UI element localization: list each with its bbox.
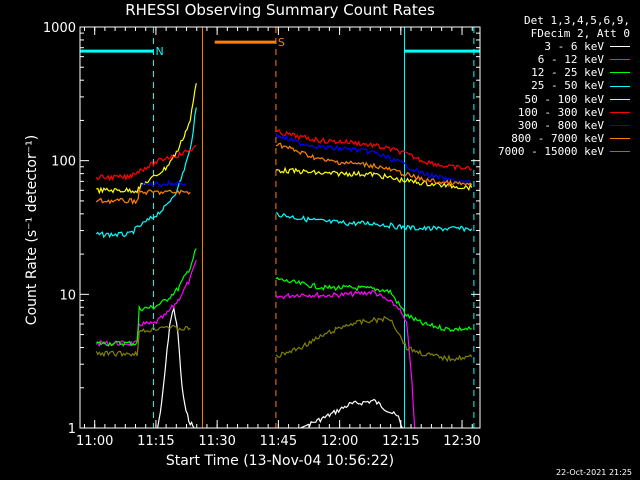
y-axis-label: Count Rate (s⁻¹ detector⁻¹) bbox=[24, 134, 40, 326]
x-tick-label-0: 11:00 bbox=[76, 434, 113, 449]
x-tick-label-2: 11:30 bbox=[198, 434, 235, 449]
y-tick-label-1: 10 bbox=[59, 288, 76, 303]
legend-swatch bbox=[610, 72, 630, 74]
legend-swatch bbox=[610, 137, 630, 139]
legend-entry-label: 100 - 300 keV bbox=[517, 105, 604, 119]
plot-frame bbox=[79, 26, 481, 429]
series-line-3-seg-0 bbox=[95, 107, 197, 239]
y-tick-label-0: 1 bbox=[68, 422, 76, 437]
series-line-5-seg-1 bbox=[275, 128, 473, 172]
chart-title: RHESSI Observing Summary Count Rates bbox=[125, 1, 435, 19]
legend-entry-0: 3 - 6 keV bbox=[482, 40, 638, 53]
legend-header-line-2: FDecim 2, Att 0 bbox=[530, 27, 630, 41]
legend-entry-label: 12 - 25 keV bbox=[531, 66, 604, 80]
legend-entry-label: 25 - 50 keV bbox=[531, 79, 604, 93]
series-line-8-seg-1 bbox=[275, 315, 473, 363]
span-label-0: N bbox=[155, 45, 163, 58]
series-line-7-seg-1 bbox=[275, 142, 473, 188]
series-line-4-seg-1 bbox=[275, 166, 473, 192]
legend-entry-4: 50 - 100 keV bbox=[482, 93, 638, 106]
legend-entry-6: 300 - 800 keV bbox=[482, 119, 638, 132]
legend-entry-label: 6 - 12 keV bbox=[537, 53, 604, 67]
legend-entry-7: 800 - 7000 keV bbox=[482, 132, 638, 145]
series-line-4-seg-0 bbox=[96, 83, 197, 195]
series-line-5-seg-0 bbox=[95, 144, 197, 182]
legend-entry-label: 50 - 100 keV bbox=[524, 92, 604, 106]
legend-swatch bbox=[610, 150, 630, 152]
legend-entries: 3 - 6 keV 6 - 12 keV 12 - 25 keV 25 - 50 ke… bbox=[482, 40, 638, 158]
legend-entry-5: 100 - 300 keV bbox=[482, 106, 638, 119]
series-line-2-seg-0 bbox=[96, 248, 197, 347]
legend-entry-2: 12 - 25 keV bbox=[482, 66, 638, 79]
series-line-2-seg-1 bbox=[275, 276, 472, 332]
x-tick-label-3: 11:45 bbox=[260, 434, 297, 449]
series-group bbox=[95, 83, 473, 428]
x-tick-label-4: 12:00 bbox=[321, 434, 358, 449]
legend: Det 1,3,4,5,6,9, FDecim 2, Att 0 3 - 6 k… bbox=[482, 14, 638, 158]
legend-swatch bbox=[610, 46, 630, 48]
legend-swatch bbox=[610, 124, 630, 126]
series-line-1-seg-0 bbox=[95, 259, 197, 348]
span-label-1: S bbox=[278, 36, 285, 49]
series-line-8-seg-0 bbox=[95, 324, 191, 358]
y-tick-label-3: 1000 bbox=[43, 21, 76, 36]
x-tick-label-5: 12:15 bbox=[382, 434, 419, 449]
legend-entry-8: 7000 - 15000 keV bbox=[482, 145, 638, 158]
x-axis-label: Start Time (13-Nov-04 10:56:22) bbox=[165, 453, 395, 469]
legend-swatch bbox=[610, 59, 630, 61]
legend-swatch bbox=[610, 98, 630, 100]
legend-header-line-1: Det 1,3,4,5,6,9, bbox=[524, 14, 630, 27]
x-tick-label-6: 12:30 bbox=[443, 434, 480, 449]
series-line-0-seg-2 bbox=[300, 398, 403, 428]
legend-swatch bbox=[610, 111, 630, 113]
series-line-7-seg-0 bbox=[95, 188, 191, 205]
legend-entry-3: 25 - 50 keV bbox=[482, 79, 638, 92]
series-line-6-seg-1 bbox=[275, 132, 473, 185]
legend-entry-label: 300 - 800 keV bbox=[517, 118, 604, 132]
series-line-6-seg-0 bbox=[140, 179, 187, 188]
render-timestamp: 22-Oct-2021 21:25 bbox=[556, 468, 632, 477]
x-tick-label-1: 11:15 bbox=[137, 434, 174, 449]
legend-entry-label: 800 - 7000 keV bbox=[511, 131, 604, 145]
legend-entry-label: 3 - 6 keV bbox=[544, 40, 604, 54]
legend-swatch bbox=[610, 85, 630, 87]
series-line-1-seg-1 bbox=[275, 289, 416, 428]
legend-entry-label: 7000 - 15000 keV bbox=[498, 144, 604, 158]
series-line-0-seg-1 bbox=[157, 306, 195, 428]
y-tick-label-2: 100 bbox=[51, 155, 76, 170]
legend-entry-1: 6 - 12 keV bbox=[482, 53, 638, 66]
series-line-3-seg-1 bbox=[275, 212, 473, 233]
